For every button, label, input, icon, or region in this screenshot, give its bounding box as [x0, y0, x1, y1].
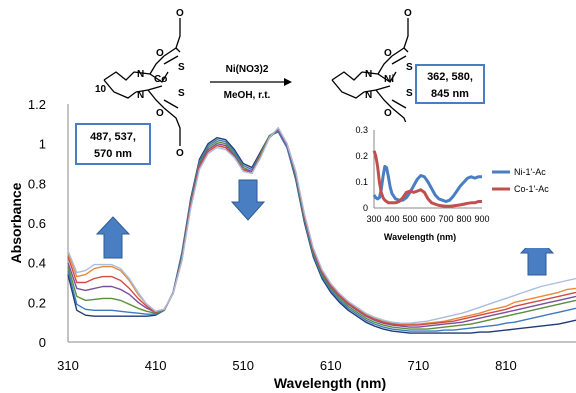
- co-atom-co: Co: [154, 74, 167, 85]
- y-tick-label: 1: [39, 137, 46, 152]
- arrow-down-center-icon: [230, 179, 266, 221]
- co-atom-o3: O: [176, 8, 184, 19]
- ni-atom-o2: O: [384, 108, 392, 119]
- nickel-complex-structure: N N Ni S S O O O O: [331, 8, 413, 159]
- inset-y-tick-label: 0.2: [355, 151, 368, 161]
- ni-atom-o1: O: [384, 48, 392, 59]
- inset-x-tick-label: 400: [384, 214, 399, 224]
- legend-label: Co-1'-Ac: [514, 184, 549, 194]
- wavelength-box-right: 362, 580, 845 nm: [415, 64, 485, 104]
- y-tick-label: 0.4: [28, 256, 46, 271]
- inset-x-axis-label: Wavelength (nm): [384, 232, 456, 242]
- series-lines: [67, 127, 576, 334]
- ni-atom-n2: N: [365, 90, 372, 101]
- conditions-label: MeOH, r.t.: [224, 90, 271, 101]
- inset-y-tick-labels: 0 0.1 0.2 0.3: [355, 125, 368, 213]
- ni-atom-s1: S: [406, 62, 413, 73]
- series-line-6: [67, 128, 576, 326]
- legend-label: Ni-1'-Ac: [514, 167, 546, 177]
- co-atom-s2: S: [178, 88, 185, 99]
- x-tick-labels: 310 410 510 610 710 810: [57, 358, 517, 373]
- inset-series-line-1: [372, 164, 482, 203]
- x-tick-label: 710: [407, 358, 429, 373]
- ni-atom-ni: Ni: [384, 74, 394, 85]
- series-line-7: [67, 127, 576, 324]
- inset-y-tick-label: 0: [363, 203, 368, 213]
- ni-atom-s2: S: [406, 88, 413, 99]
- inset-x-tick-label: 300: [366, 214, 381, 224]
- x-tick-label: 310: [57, 358, 79, 373]
- inset-x-tick-label: 600: [420, 214, 435, 224]
- box-right-line1: 362, 580,: [427, 71, 473, 83]
- inset-legend: Ni-1'-Ac Co-1'-Ac: [492, 167, 549, 194]
- series-line-1: [67, 131, 576, 334]
- reaction-arrow: Ni(NO3)2 MeOH, r.t.: [210, 64, 292, 101]
- inset-x-tick-label: 800: [456, 214, 471, 224]
- inset-x-tick-label: 500: [402, 214, 417, 224]
- x-tick-label: 410: [145, 358, 167, 373]
- y-tick-label: 0.2: [28, 295, 46, 310]
- ni-atom-n1: N: [365, 69, 372, 80]
- arrow-up-left-icon: [95, 216, 131, 259]
- wavelength-box-left: 487, 537, 570 nm: [75, 123, 151, 165]
- series-line-3: [67, 129, 576, 330]
- co-atom-o1: O: [156, 48, 164, 59]
- co-atom-s1: S: [178, 62, 185, 73]
- inset-series-lines: [372, 150, 482, 208]
- inset-x-tick-labels: 300 400 500 600 700 800 900: [366, 214, 489, 224]
- y-tick-labels: 0 0.2 0.4 0.6 0.8 1 1.2: [28, 97, 46, 350]
- co-atom-n2: N: [137, 90, 144, 101]
- y-tick-label: 0.8: [28, 176, 46, 191]
- y-tick-label: 1.2: [28, 97, 46, 112]
- x-tick-label: 810: [495, 358, 517, 373]
- main-plot: 0 0.2 0.4 0.6 0.8 1 1.2 310 410 510 610 710 810 Abs…: [8, 97, 576, 391]
- inset-y-tick-label: 0.3: [355, 125, 368, 135]
- series-line-2: [67, 131, 576, 332]
- x-axis-label: Wavelength (nm): [274, 375, 386, 391]
- cobalt-complex-structure: 10 N N Co S S O O O O: [95, 8, 185, 159]
- co-atom-o2: O: [156, 108, 164, 119]
- x-tick-label: 610: [320, 358, 342, 373]
- inset-y-tick-label: 0.1: [355, 177, 368, 187]
- inset-series-line-2: [372, 150, 482, 208]
- compound-number: 10: [95, 84, 107, 95]
- co-atom-o4: O: [176, 148, 184, 159]
- inset-x-tick-label: 900: [474, 214, 489, 224]
- y-tick-label: 0: [39, 335, 46, 350]
- ni-atom-o3: O: [404, 8, 412, 19]
- box-left-line1: 487, 537,: [90, 131, 136, 143]
- box-right-line2: 845 nm: [431, 88, 469, 100]
- co-atom-n1: N: [137, 69, 144, 80]
- x-tick-label: 510: [232, 358, 254, 373]
- reagent-label: Ni(NO3)2: [226, 64, 269, 75]
- y-tick-label: 0.6: [28, 216, 46, 231]
- box-left-line2: 570 nm: [94, 148, 132, 160]
- inset-x-tick-label: 700: [438, 214, 453, 224]
- inset-plot: 0 0.1 0.2 0.3 300 400 500 600 700 800 900 Wavelen…: [340, 122, 576, 248]
- y-axis-label: Absorbance: [8, 182, 24, 263]
